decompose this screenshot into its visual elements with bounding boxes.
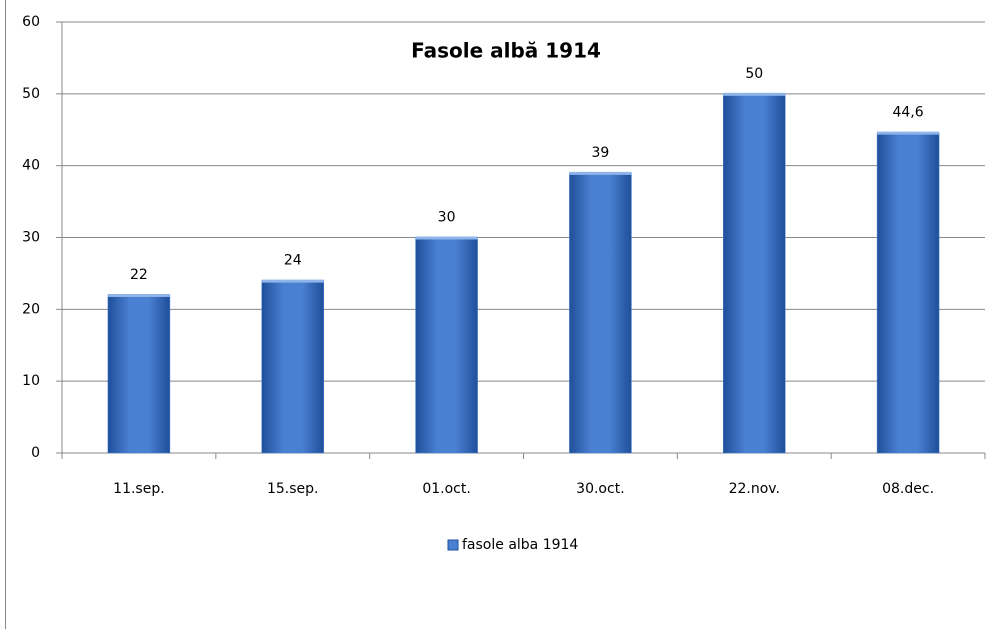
y-tick-label: 0 — [31, 445, 40, 461]
y-tick-label: 60 — [22, 14, 40, 30]
value-label: 22 — [130, 267, 148, 283]
bar-top — [877, 131, 940, 135]
y-tick-label: 40 — [22, 158, 40, 174]
bar — [876, 132, 940, 454]
bar — [261, 280, 324, 454]
value-label: 50 — [745, 66, 763, 82]
bar-top — [261, 279, 324, 283]
value-label: 30 — [438, 210, 456, 226]
value-label: 44,6 — [892, 105, 923, 121]
y-tick-label: 20 — [22, 301, 40, 317]
bar — [107, 294, 171, 454]
y-tick-label: 10 — [22, 373, 40, 389]
chart-title: Fasole albă 1914 — [411, 39, 601, 63]
y-tick-label: 50 — [22, 86, 40, 102]
bar-top — [107, 293, 170, 297]
bar — [723, 93, 786, 454]
x-tick-label: 11.sep. — [113, 481, 165, 497]
x-tick-label: 30.oct. — [576, 481, 624, 497]
x-tick-label: 01.oct. — [422, 481, 470, 497]
bar-top — [415, 236, 478, 240]
bar — [569, 172, 632, 454]
x-tick-label: 08.dec. — [882, 481, 934, 497]
bar-top — [723, 92, 786, 96]
y-tick-label: 30 — [22, 230, 40, 246]
bar — [415, 237, 478, 454]
x-tick-label: 22.nov. — [729, 481, 780, 497]
legend-swatch — [447, 539, 459, 551]
value-label: 39 — [592, 145, 610, 161]
x-tick-label: 15.sep. — [267, 481, 319, 497]
legend-label: fasole alba 1914 — [462, 537, 578, 553]
value-label: 24 — [284, 253, 302, 269]
bar-top — [569, 171, 632, 175]
